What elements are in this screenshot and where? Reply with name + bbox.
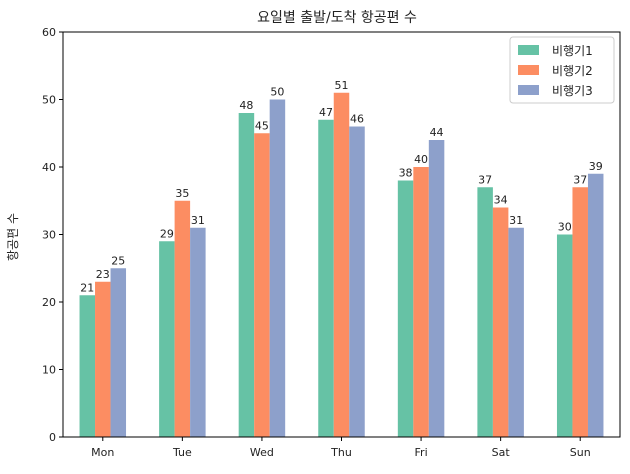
- data-label: 46: [350, 113, 364, 126]
- legend-label: 비행기3: [552, 83, 593, 98]
- bar-비행기1-Sat: [477, 187, 493, 437]
- plot-area: 2129484738373023354551403437253150464431…: [42, 26, 621, 459]
- bar-비행기3-Wed: [269, 99, 286, 437]
- x-tick-label: Mon: [91, 446, 114, 459]
- legend-label: 비행기1: [552, 43, 593, 58]
- data-label: 40: [414, 153, 428, 166]
- bar-비행기2-Mon: [95, 281, 111, 437]
- data-label: 34: [494, 194, 508, 207]
- y-tick-label: 50: [42, 94, 56, 107]
- y-axis-label: 항공편 수: [6, 213, 20, 261]
- data-label: 50: [270, 86, 284, 99]
- bar-비행기3-Sat: [508, 227, 524, 437]
- bar-비행기1-Thu: [318, 119, 334, 437]
- data-label: 44: [430, 126, 444, 139]
- data-label: 51: [335, 79, 349, 92]
- legend-swatch: [518, 85, 539, 95]
- y-tick-label: 10: [42, 364, 56, 377]
- bar-비행기1-Fri: [397, 180, 414, 437]
- data-label: 37: [573, 173, 587, 186]
- y-tick-label: 40: [42, 161, 56, 174]
- bar-비행기2-Wed: [254, 133, 270, 437]
- bar-비행기2-Thu: [333, 92, 350, 437]
- data-label: 23: [96, 268, 110, 281]
- data-label: 45: [255, 119, 269, 132]
- y-tick-label: 30: [42, 229, 56, 242]
- data-label: 29: [160, 227, 174, 240]
- bar-비행기1-Tue: [159, 241, 175, 437]
- data-label: 30: [558, 221, 572, 234]
- bar-비행기2-Tue: [174, 200, 191, 437]
- x-tick-label: Tue: [172, 446, 192, 459]
- data-label: 31: [191, 214, 205, 227]
- data-label: 37: [478, 173, 492, 186]
- y-tick-label: 60: [42, 26, 56, 39]
- chart-title: 요일별 출발/도착 항공편 수: [257, 10, 417, 26]
- bar-비행기2-Sun: [572, 187, 588, 437]
- legend-label: 비행기2: [552, 63, 593, 78]
- x-tick-label: Sat: [492, 446, 511, 459]
- bar-비행기2-Sat: [492, 207, 509, 437]
- bar-비행기3-Sun: [587, 173, 604, 437]
- x-tick-label: Fri: [415, 446, 428, 459]
- bar-비행기3-Mon: [110, 268, 127, 437]
- legend: 비행기1 비행기2 비행기3: [509, 36, 615, 104]
- bar-비행기3-Tue: [190, 227, 206, 437]
- bar-비행기3-Fri: [428, 140, 445, 437]
- y-tick-label: 0: [49, 431, 56, 444]
- data-label: 35: [175, 187, 189, 200]
- data-label: 38: [399, 167, 413, 180]
- x-tick-label: Sun: [570, 446, 591, 459]
- data-label: 39: [589, 160, 603, 173]
- x-tick-label: Thu: [330, 446, 352, 459]
- legend-swatch: [518, 65, 539, 75]
- legend-swatch: [518, 45, 539, 55]
- bar-비행기1-Sun: [556, 234, 573, 437]
- data-label: 47: [319, 106, 333, 119]
- bar-비행기3-Thu: [349, 126, 365, 437]
- bar-비행기1-Mon: [79, 295, 96, 437]
- data-label: 25: [111, 254, 125, 267]
- data-label: 31: [509, 214, 523, 227]
- bar-비행기1-Wed: [238, 113, 255, 437]
- data-label: 48: [239, 99, 253, 112]
- data-label: 21: [80, 281, 94, 294]
- bar-비행기2-Fri: [413, 167, 429, 437]
- y-tick-label: 20: [42, 296, 56, 309]
- x-tick-label: Wed: [250, 446, 274, 459]
